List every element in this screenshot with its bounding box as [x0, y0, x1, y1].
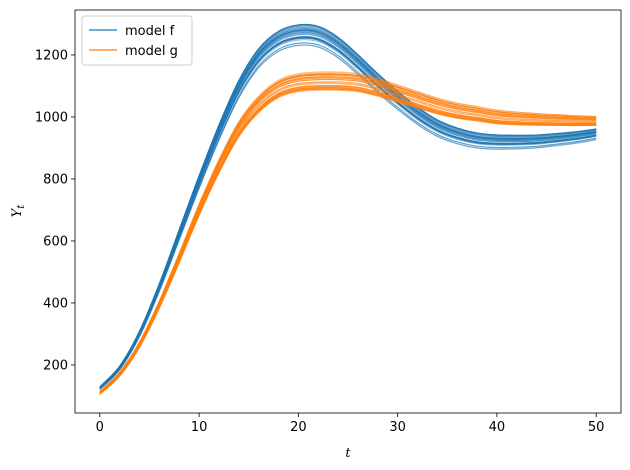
y-axis-ticks: 200 400 600 800 1000 1200 — [35, 48, 75, 373]
y-axis-label-sub: t — [16, 204, 27, 209]
y-axis-label: Yt — [10, 204, 27, 218]
y-tick-label: 1000 — [35, 110, 68, 125]
y-tick-label: 1200 — [35, 48, 68, 63]
x-tick-label: 50 — [588, 420, 605, 435]
x-tick-label: 20 — [290, 420, 307, 435]
y-tick-label: 600 — [43, 234, 68, 249]
x-tick-label: 0 — [96, 420, 104, 435]
x-axis-ticks: 0 10 20 30 40 50 — [96, 413, 605, 435]
series-line — [99, 24, 597, 389]
x-tick-label: 10 — [191, 420, 208, 435]
y-tick-label: 200 — [43, 358, 68, 373]
x-axis-label: t — [345, 446, 351, 461]
x-tick-label: 30 — [389, 420, 406, 435]
series-line — [99, 37, 597, 390]
x-tick-label: 40 — [489, 420, 506, 435]
svg-text:Yt: Yt — [10, 204, 27, 218]
series-line — [99, 32, 597, 389]
series-line — [99, 71, 597, 392]
y-tick-label: 400 — [43, 296, 68, 311]
series-line — [99, 79, 597, 393]
series-line — [99, 73, 597, 393]
legend: model f model g — [81, 15, 193, 66]
legend-label-model-g: model g — [125, 44, 178, 59]
legend-box — [81, 15, 193, 66]
legend-label-model-f: model f — [125, 24, 175, 39]
series-bundle-model-g — [99, 71, 597, 395]
series-line — [99, 85, 597, 394]
series-bundle-model-f — [99, 23, 597, 390]
plot-frame — [74, 9, 622, 414]
y-axis-label-main: Y — [10, 207, 25, 217]
series-line — [99, 83, 597, 394]
y-tick-label: 800 — [43, 172, 68, 187]
series-line — [99, 44, 597, 390]
series-bundles — [99, 23, 597, 395]
